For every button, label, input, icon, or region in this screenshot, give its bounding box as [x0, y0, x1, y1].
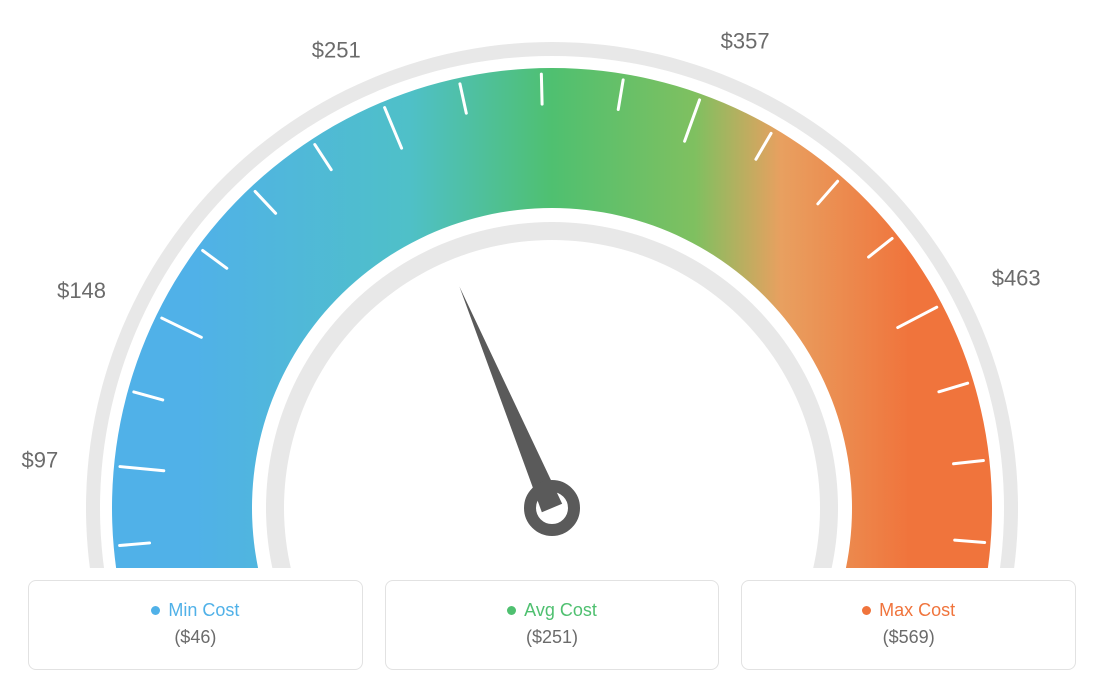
legend-label-text: Avg Cost — [524, 600, 597, 621]
legend-label-max: Max Cost — [862, 600, 955, 621]
dot-icon — [862, 606, 871, 615]
legend-label-avg: Avg Cost — [507, 600, 597, 621]
gauge-tick-label: $97 — [22, 448, 59, 473]
legend-card-min: Min Cost ($46) — [28, 580, 363, 670]
gauge-tick-label: $463 — [992, 265, 1041, 290]
dot-icon — [151, 606, 160, 615]
legend-label-text: Min Cost — [168, 600, 239, 621]
gauge-tick-label: $357 — [721, 29, 770, 54]
legend-label-text: Max Cost — [879, 600, 955, 621]
gauge-needle — [459, 287, 562, 513]
legend-value-avg: ($251) — [526, 627, 578, 648]
legend-label-min: Min Cost — [151, 600, 239, 621]
legend-row: Min Cost ($46) Avg Cost ($251) Max Cost … — [0, 580, 1104, 690]
dot-icon — [507, 606, 516, 615]
legend-card-avg: Avg Cost ($251) — [385, 580, 720, 670]
gauge-chart: $46$97$148$251$357$463$569 — [0, 8, 1104, 568]
legend-value-max: ($569) — [883, 627, 935, 648]
gauge-tick-label: $251 — [312, 37, 361, 62]
gauge-tick-label: $148 — [57, 278, 106, 303]
legend-value-min: ($46) — [174, 627, 216, 648]
legend-card-max: Max Cost ($569) — [741, 580, 1076, 670]
cost-gauge-widget: $46$97$148$251$357$463$569 Min Cost ($46… — [0, 0, 1104, 690]
